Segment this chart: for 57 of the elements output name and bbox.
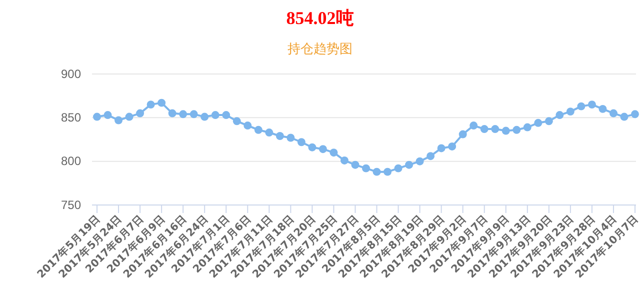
point bbox=[588, 100, 596, 109]
point bbox=[426, 152, 435, 160]
point bbox=[512, 126, 521, 134]
point bbox=[318, 145, 327, 154]
point bbox=[211, 111, 220, 120]
point bbox=[620, 112, 628, 121]
point bbox=[556, 111, 564, 120]
point bbox=[480, 125, 488, 133]
point bbox=[276, 132, 284, 140]
point bbox=[470, 122, 478, 130]
point bbox=[631, 110, 639, 118]
point bbox=[340, 156, 348, 164]
point bbox=[523, 123, 532, 132]
point bbox=[351, 160, 360, 169]
point bbox=[179, 110, 188, 118]
point bbox=[146, 100, 155, 109]
point bbox=[458, 130, 467, 138]
point bbox=[168, 109, 176, 118]
y-tick-label: 750 bbox=[60, 198, 82, 212]
point bbox=[286, 134, 295, 142]
chart-subtitle: 持仓趋势图 bbox=[288, 42, 352, 57]
point bbox=[114, 116, 123, 124]
point bbox=[362, 164, 370, 172]
point bbox=[609, 109, 618, 118]
y-tick-label: 800 bbox=[60, 154, 82, 168]
point bbox=[265, 128, 274, 136]
point bbox=[372, 168, 381, 176]
point bbox=[232, 117, 241, 126]
point bbox=[222, 111, 230, 120]
point bbox=[244, 122, 252, 130]
point bbox=[394, 164, 402, 172]
chart-title: 854.02吨 bbox=[286, 8, 354, 28]
point bbox=[577, 102, 586, 110]
point bbox=[448, 142, 456, 150]
point bbox=[254, 126, 262, 134]
point bbox=[534, 118, 542, 127]
point bbox=[125, 112, 134, 121]
point bbox=[491, 125, 500, 133]
point bbox=[598, 104, 607, 113]
point bbox=[190, 110, 198, 118]
point bbox=[93, 112, 101, 121]
point bbox=[297, 138, 306, 146]
y-tick-label: 900 bbox=[60, 66, 82, 81]
point bbox=[437, 144, 446, 152]
point bbox=[502, 126, 510, 135]
point bbox=[544, 117, 553, 126]
point bbox=[308, 143, 316, 152]
point bbox=[384, 168, 392, 176]
point bbox=[566, 108, 574, 116]
point bbox=[158, 98, 166, 107]
point bbox=[104, 111, 112, 120]
point bbox=[136, 109, 144, 118]
point bbox=[200, 112, 209, 121]
point bbox=[405, 160, 414, 169]
point bbox=[416, 157, 424, 166]
y-tick-label: 850 bbox=[60, 110, 82, 125]
point bbox=[330, 148, 338, 157]
